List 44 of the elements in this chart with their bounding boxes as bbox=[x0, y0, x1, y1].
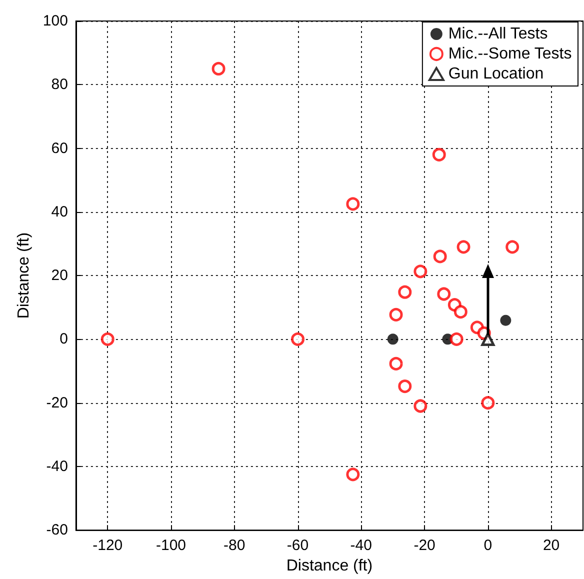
x-tick-label: -40 bbox=[350, 537, 372, 554]
point bbox=[389, 308, 403, 322]
y-tick-label: 40 bbox=[51, 203, 68, 220]
y-axis-title: Distance (ft) bbox=[16, 232, 32, 319]
point bbox=[212, 62, 226, 76]
point bbox=[387, 334, 398, 345]
point bbox=[456, 240, 470, 254]
point bbox=[433, 250, 447, 264]
y-tick-label: 0 bbox=[60, 330, 68, 348]
legend-label: Mic.--All Tests bbox=[448, 26, 548, 42]
y-tick-label: -20 bbox=[46, 394, 68, 412]
y-tick-label: 100 bbox=[42, 12, 68, 30]
point bbox=[100, 332, 114, 346]
x-tick-label: -80 bbox=[224, 537, 246, 554]
y-tick-label: -40 bbox=[46, 458, 68, 475]
x-tick-label: -120 bbox=[92, 537, 123, 554]
x-tick-label: 0 bbox=[484, 537, 492, 554]
point bbox=[500, 314, 512, 326]
point bbox=[506, 240, 520, 254]
x-tick-label: -60 bbox=[286, 537, 309, 554]
point bbox=[414, 399, 428, 413]
y-tick-label: 60 bbox=[51, 140, 68, 157]
point bbox=[346, 197, 360, 211]
point bbox=[389, 356, 403, 370]
legend-label: Mic.--Some Tests bbox=[448, 46, 572, 62]
point bbox=[481, 332, 495, 346]
legend-label: Gun Location bbox=[448, 66, 544, 82]
x-axis-title: Distance (ft) bbox=[286, 558, 373, 574]
point bbox=[398, 285, 412, 299]
y-tick-label: 20 bbox=[51, 267, 68, 284]
point bbox=[414, 264, 428, 278]
point bbox=[398, 380, 412, 394]
point bbox=[432, 148, 446, 162]
x-tick-label: -100 bbox=[156, 537, 186, 554]
y-tick-label: 80 bbox=[51, 76, 68, 94]
point bbox=[437, 287, 451, 301]
point bbox=[291, 332, 305, 346]
x-tick-label: -20 bbox=[414, 537, 436, 554]
point bbox=[454, 305, 468, 319]
point bbox=[346, 468, 360, 482]
point bbox=[450, 332, 464, 346]
x-tick-label: 20 bbox=[542, 537, 560, 554]
y-tick-label: -60 bbox=[46, 522, 68, 539]
point bbox=[481, 396, 495, 410]
